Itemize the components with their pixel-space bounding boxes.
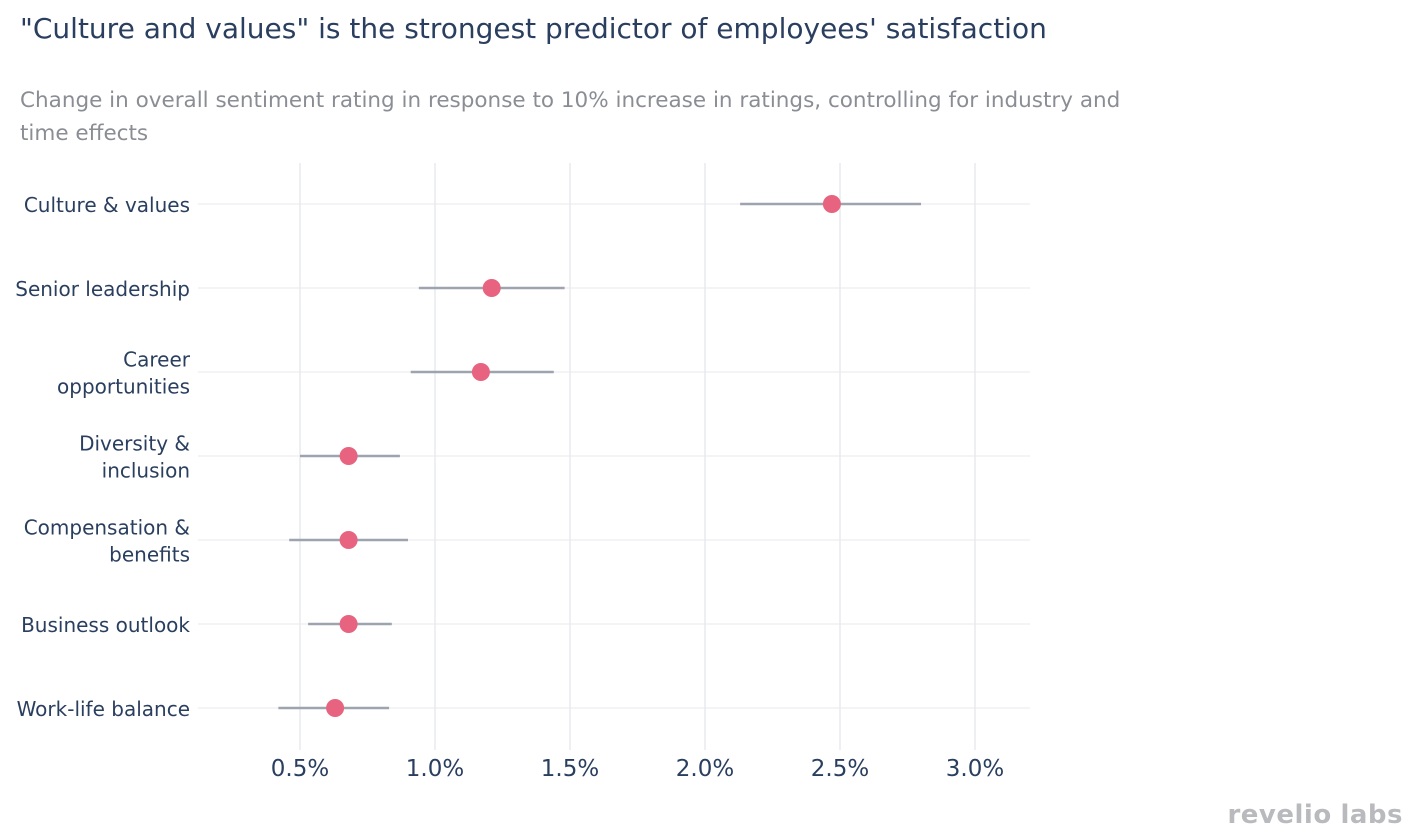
- brand-word-labs: labs: [1340, 800, 1403, 830]
- data-point: [339, 447, 358, 465]
- y-category-label-line: Diversity &: [79, 432, 190, 456]
- revelio-labs-logo: revelio labs: [1227, 800, 1403, 830]
- x-tick-label: 1.0%: [406, 756, 464, 782]
- y-category-label: Business outlook: [21, 613, 190, 637]
- y-category-label: Career opportunities: [57, 348, 191, 399]
- y-category-label-line: Senior leadership: [15, 277, 190, 301]
- x-tick-label: 0.5%: [271, 756, 329, 782]
- y-category-label-line: Compensation &: [24, 516, 190, 540]
- y-category-label: Culture & values: [24, 193, 190, 217]
- chart-title: "Culture and values" is the strongest pr…: [20, 12, 1047, 45]
- y-category-label-line: Business outlook: [21, 613, 190, 637]
- brand-word-revelio: revelio: [1227, 800, 1332, 830]
- x-tick-label: 1.5%: [541, 756, 599, 782]
- x-tick-label: 3.0%: [946, 756, 1004, 782]
- y-category-label-line: benefits: [109, 543, 190, 567]
- y-category-label-line: inclusion: [102, 459, 190, 483]
- x-tick-label: 2.5%: [811, 756, 869, 782]
- y-category-label: Work-life balance: [17, 697, 190, 721]
- x-tick-label: 2.0%: [676, 756, 734, 782]
- chart-subtitle: Change in overall sentiment rating in re…: [20, 88, 1121, 146]
- data-point: [326, 699, 345, 717]
- data-point: [471, 363, 490, 381]
- data-point: [482, 279, 501, 297]
- y-category-label: Compensation & benefits: [24, 516, 190, 567]
- data-point: [822, 195, 841, 213]
- y-category-label-line: Career: [123, 348, 191, 372]
- y-category-label-line: Culture & values: [24, 193, 190, 217]
- y-category-label: Diversity & inclusion: [79, 432, 190, 483]
- data-point: [339, 531, 358, 549]
- data-point: [339, 615, 358, 633]
- y-category-label: Senior leadership: [15, 277, 190, 301]
- y-category-label-line: Work-life balance: [17, 697, 190, 721]
- y-category-label-line: opportunities: [57, 375, 190, 399]
